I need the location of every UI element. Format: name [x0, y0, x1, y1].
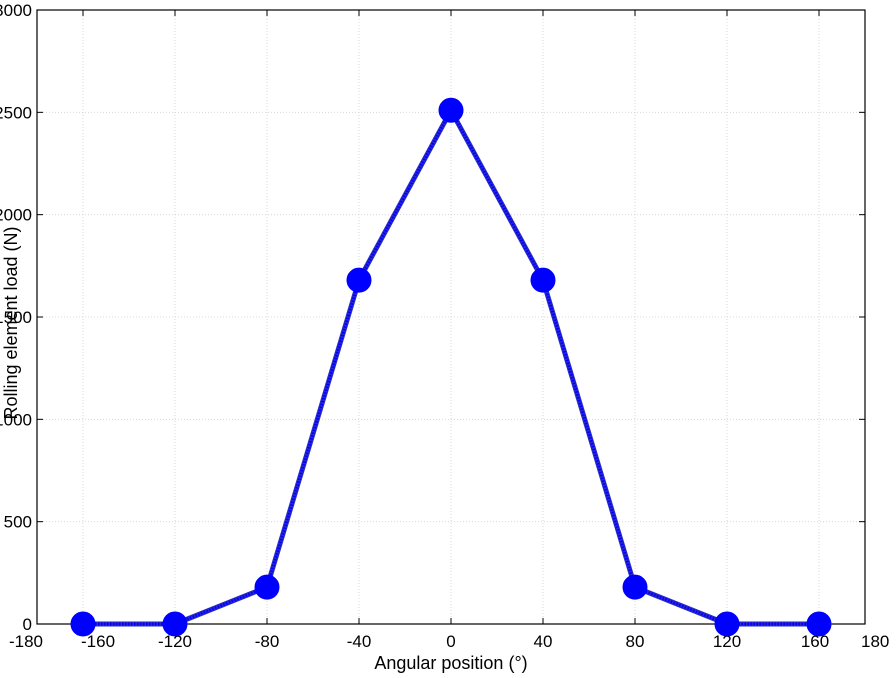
y-tick-label: 1000	[0, 410, 32, 429]
y-axis-label: Rolling element load (N)	[1, 226, 21, 419]
x-tick-label: 80	[626, 632, 645, 651]
x-tick-label: 160	[801, 632, 829, 651]
data-point	[254, 574, 280, 600]
data-point	[806, 611, 832, 637]
axis-ticks: -180 -160 -120 -80 -40 0 40 80 120 160 180 0 500 1000…	[0, 1, 889, 651]
series-line	[83, 107, 819, 626]
data-point	[346, 267, 372, 293]
grid	[37, 10, 865, 624]
x-tick-label: 0	[446, 632, 455, 651]
data-point	[530, 267, 556, 293]
x-tick-label: -80	[255, 632, 280, 651]
series-layer	[70, 97, 832, 637]
x-tick-label: -160	[81, 632, 115, 651]
y-tick-label: 0	[23, 615, 32, 634]
data-point	[162, 611, 188, 637]
x-tick-label: 180	[861, 632, 889, 651]
y-tick-label: 500	[4, 513, 32, 532]
x-tick-label: 120	[713, 632, 741, 651]
data-point	[70, 611, 96, 637]
y-tick-label: 2000	[0, 206, 32, 225]
data-point	[714, 611, 740, 637]
y-tick-label: 3000	[0, 1, 32, 20]
data-point	[438, 97, 464, 123]
x-tick-label: -40	[347, 632, 372, 651]
y-tick-label: 2500	[0, 103, 32, 122]
y-tick-label: 1500	[0, 308, 32, 327]
x-axis-label: Angular position (°)	[374, 653, 527, 673]
data-point	[622, 574, 648, 600]
x-tick-label: 40	[534, 632, 553, 651]
x-tick-label: -180	[9, 632, 43, 651]
x-tick-label: -120	[158, 632, 192, 651]
